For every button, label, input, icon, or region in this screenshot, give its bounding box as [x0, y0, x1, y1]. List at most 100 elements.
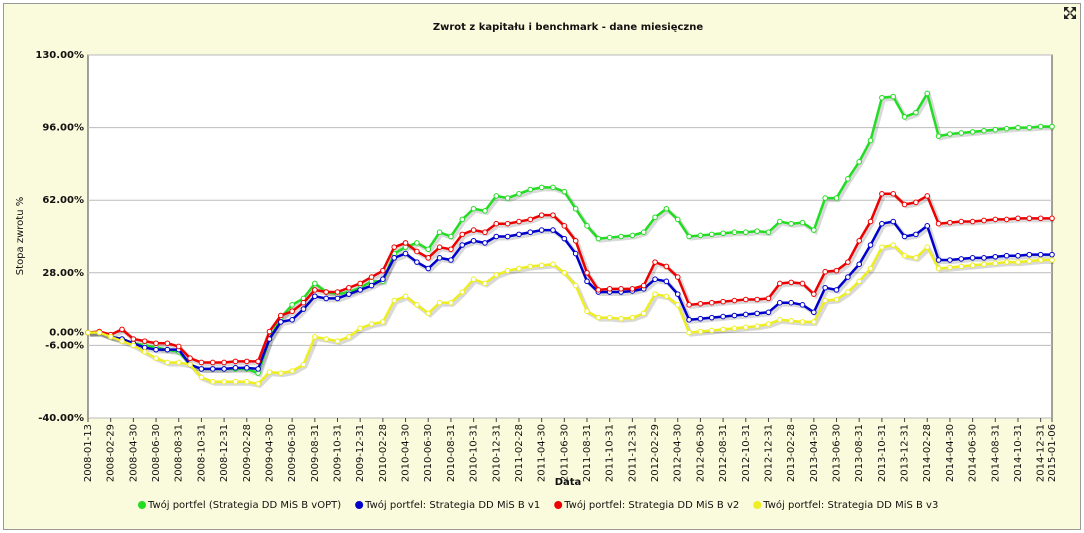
data-point [493, 272, 500, 278]
chart-title: Zwrot z kapitału i benchmark - dane mies… [433, 22, 704, 33]
data-point [504, 267, 511, 274]
fullscreen-icon[interactable] [1064, 7, 1076, 19]
data-point [153, 355, 159, 362]
data-point [799, 219, 806, 226]
fullscreen-button[interactable] [1063, 6, 1077, 20]
data-point [935, 257, 942, 263]
y-tick-label: 62.00% [42, 195, 84, 206]
data-point [606, 234, 613, 241]
x-tick-label: 2009-06-30 [287, 424, 298, 482]
data-point [742, 311, 749, 318]
data-point [663, 263, 670, 270]
x-tick-label: 2015-01-06 [1047, 424, 1058, 482]
data-point [924, 193, 931, 199]
x-tick-label: 2010-04-30 [401, 424, 412, 482]
data-point [833, 296, 840, 303]
x-tick-label: 2014-04-30 [945, 424, 956, 482]
data-point [187, 355, 193, 362]
data-point [913, 231, 919, 238]
data-point [958, 130, 965, 136]
data-point [879, 94, 885, 101]
data-point [947, 264, 953, 271]
data-point [459, 231, 466, 238]
data-point [538, 184, 545, 191]
data-point [731, 297, 738, 304]
data-point [459, 289, 466, 295]
data-point [640, 282, 647, 289]
data-point [584, 223, 590, 229]
x-tick-label: 2009-02-28 [242, 424, 253, 482]
data-point [731, 312, 738, 319]
x-tick-label: 2008-01-13 [83, 424, 94, 482]
data-point [448, 233, 454, 240]
data-point [448, 257, 454, 263]
data-point [1049, 251, 1055, 258]
data-point [402, 293, 409, 300]
data-point [822, 284, 828, 291]
data-point [221, 366, 227, 372]
data-point [890, 190, 897, 197]
y-tick-label: 28.00% [42, 268, 84, 279]
data-point [913, 199, 919, 206]
data-point [504, 220, 511, 227]
data-point [538, 227, 545, 233]
data-point [981, 261, 987, 268]
data-point [935, 265, 942, 272]
data-point [811, 309, 817, 316]
data-point [856, 261, 863, 268]
data-point [141, 349, 148, 355]
data-point [822, 297, 828, 304]
data-point [323, 295, 329, 302]
data-point [584, 270, 590, 276]
data-point [391, 255, 398, 261]
data-point [618, 286, 624, 292]
data-point [504, 195, 511, 201]
x-tick-label: 2011-10-31 [605, 424, 616, 482]
x-tick-label: 2012-10-31 [741, 424, 752, 482]
x-tick-label: 2011-02-28 [514, 424, 525, 482]
data-point [754, 296, 760, 303]
data-point [856, 237, 863, 244]
data-point [754, 228, 760, 234]
data-point [312, 334, 318, 340]
data-point [550, 227, 556, 233]
data-point [663, 205, 670, 212]
data-point [141, 338, 148, 344]
data-point [674, 302, 681, 308]
data-point [425, 310, 432, 317]
data-point [618, 233, 624, 240]
data-point [708, 314, 715, 321]
data-point [164, 340, 171, 347]
data-point [572, 237, 579, 244]
data-point [414, 240, 420, 246]
data-point [357, 325, 363, 332]
x-tick-label: 2014-08-31 [990, 424, 1001, 482]
x-tick-label: 2008-02-29 [106, 424, 117, 482]
data-point [742, 296, 749, 303]
x-tick-label: 2013-06-30 [832, 424, 843, 482]
data-point [175, 359, 182, 366]
data-point [164, 346, 171, 353]
data-point [992, 260, 999, 266]
data-point [799, 302, 806, 308]
data-point [289, 308, 295, 315]
y-axis-label: Stopa zwrotu % [15, 197, 26, 275]
x-tick-label: 2011-12-31 [627, 424, 638, 482]
data-point [924, 223, 931, 229]
x-tick-label: 2014-10-31 [1013, 424, 1024, 482]
data-point [777, 280, 783, 287]
data-point [414, 248, 420, 255]
data-point [879, 190, 885, 197]
data-point [697, 232, 704, 239]
data-point [198, 366, 205, 372]
data-point [1026, 124, 1033, 131]
data-point [969, 129, 976, 135]
data-point [538, 212, 545, 218]
data-point [300, 306, 307, 312]
data-point [1015, 259, 1021, 265]
data-point [890, 218, 897, 225]
legend: Twój portfel (Strategia DD MiS B vOPT) Tw… [138, 499, 938, 511]
x-tick-label: 2008-04-30 [128, 424, 139, 482]
data-point [561, 270, 568, 276]
data-point [867, 265, 874, 272]
